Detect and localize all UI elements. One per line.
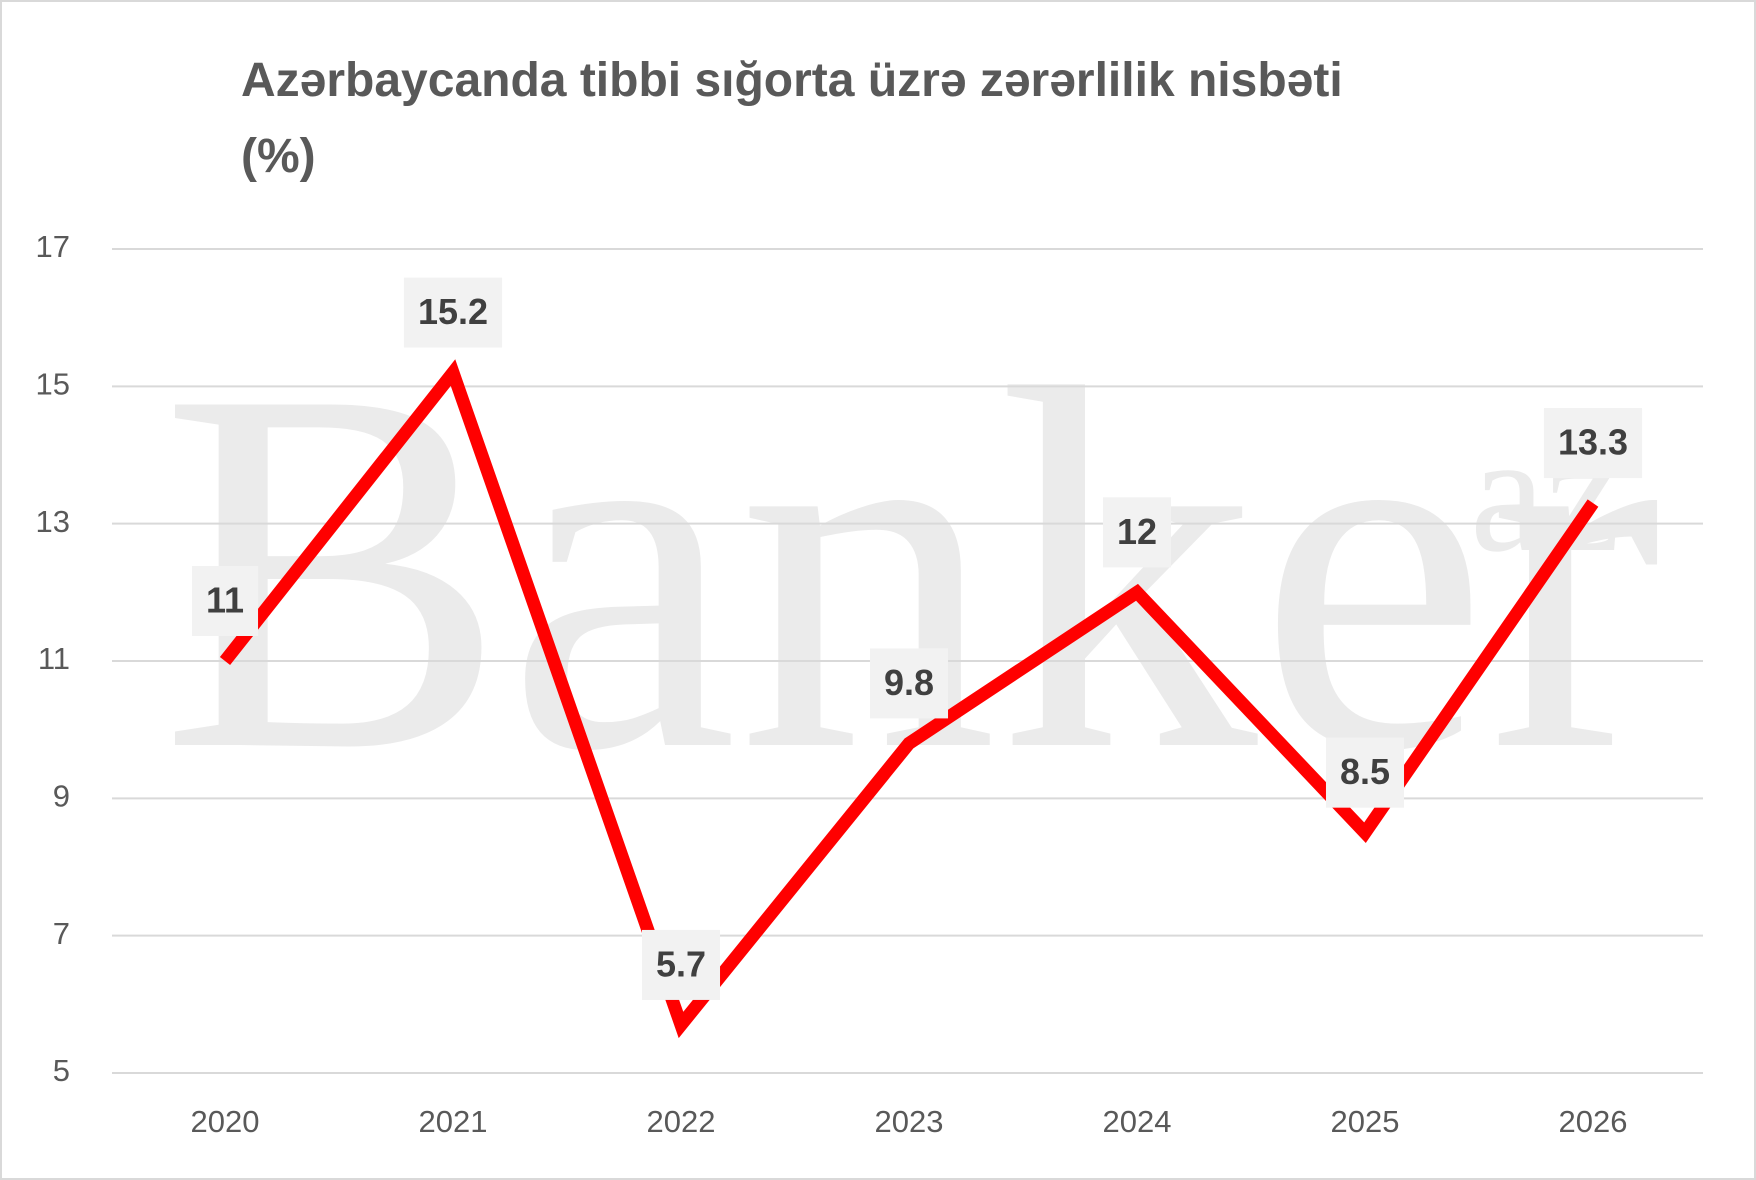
- data-label-group: 13.3: [1543, 408, 1643, 479]
- data-label-group: 8.5: [1325, 737, 1405, 808]
- data-label-box: [191, 566, 259, 636]
- chart-subtitle: (%): [241, 130, 316, 183]
- watermark: Banker az: [160, 283, 1662, 858]
- watermark-text: Banker: [160, 283, 1662, 858]
- data-label: 15.2: [418, 291, 488, 332]
- data-label-box: [1102, 497, 1172, 568]
- data-label-box: [641, 929, 721, 1000]
- y-tick-label: 11: [38, 641, 70, 676]
- x-tick-label: 2021: [419, 1104, 488, 1139]
- data-label-group: 9.8: [869, 648, 949, 719]
- data-label: 12: [1117, 511, 1157, 552]
- data-label: 11: [206, 580, 244, 621]
- data-label-box: [1543, 408, 1643, 479]
- y-tick-label: 15: [36, 367, 70, 402]
- y-tick-label: 17: [36, 229, 70, 264]
- x-tick-label: 2024: [1103, 1104, 1172, 1139]
- data-label-group: 15.2: [403, 277, 503, 348]
- x-tick-label: 2023: [875, 1104, 944, 1139]
- chart-title: Azərbaycanda tibbi sığorta üzrə zərərlil…: [241, 54, 1343, 107]
- x-tick-label: 2020: [191, 1104, 260, 1139]
- data-label: 9.8: [884, 662, 934, 703]
- line-series: [219, 359, 1599, 1039]
- data-label-group: 11: [191, 566, 259, 636]
- data-label: 8.5: [1340, 751, 1390, 792]
- data-label-group: 12: [1102, 497, 1172, 568]
- data-label-group: 5.7: [641, 929, 721, 1000]
- x-tick-label: 2026: [1559, 1104, 1628, 1139]
- data-label: 13.3: [1558, 422, 1628, 463]
- x-tick-label: 2025: [1331, 1104, 1400, 1139]
- y-tick-label: 13: [36, 504, 70, 539]
- data-label-box: [869, 648, 949, 719]
- data-label-box: [1325, 737, 1405, 808]
- data-label: 5.7: [656, 943, 706, 984]
- y-tick-label: 5: [53, 1053, 70, 1088]
- x-tick-label: 2022: [647, 1104, 716, 1139]
- y-tick-label: 7: [53, 916, 70, 951]
- y-tick-label: 9: [53, 779, 70, 814]
- data-label-box: [403, 277, 503, 348]
